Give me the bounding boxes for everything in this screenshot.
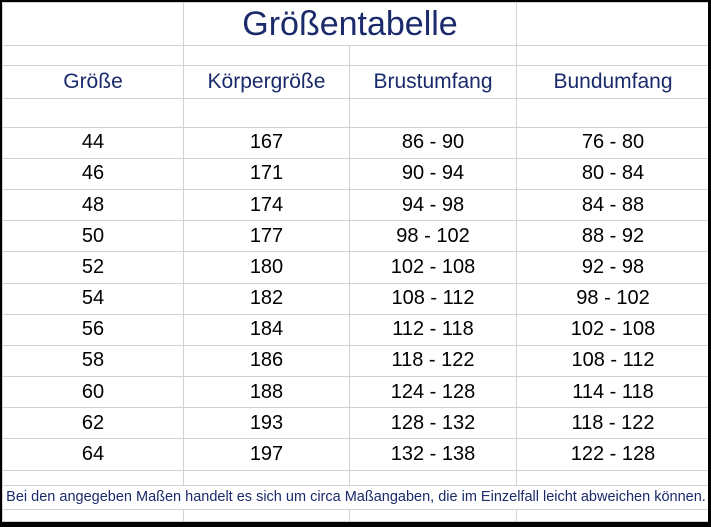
spacer-row <box>2 45 708 67</box>
cell-brustumfang: 86 - 90 <box>349 126 517 159</box>
footer-note: Bei den angegeben Maßen handelt es sich … <box>2 484 708 510</box>
header-row: Größe Körpergröße Brustumfang Bundumfang <box>2 65 708 99</box>
cell-groesse: 56 <box>2 313 184 346</box>
cell-koerpergroesse: 188 <box>183 376 350 409</box>
cell-koerpergroesse: 174 <box>183 189 350 222</box>
cell-groesse: 64 <box>2 438 184 471</box>
empty-cell <box>349 469 517 486</box>
empty-cell <box>516 45 708 67</box>
cell-bundumfang: 98 - 102 <box>516 282 708 315</box>
table-row: 62 193 128 - 132 118 - 122 <box>2 407 708 440</box>
cell-groesse: 58 <box>2 344 184 378</box>
spacer-row <box>2 97 708 128</box>
cell-groesse: 54 <box>2 282 184 315</box>
cell-groesse: 50 <box>2 220 184 253</box>
cell-groesse: 52 <box>2 251 184 284</box>
cell-brustumfang: 128 - 132 <box>349 407 517 440</box>
table-row: 48 174 94 - 98 84 - 88 <box>2 189 708 222</box>
empty-cell <box>183 469 350 486</box>
empty-cell <box>183 97 350 128</box>
column-header-groesse: Größe <box>2 65 184 99</box>
cell-bundumfang: 118 - 122 <box>516 407 708 440</box>
cell-groesse: 44 <box>2 126 184 159</box>
cell-bundumfang: 108 - 112 <box>516 344 708 378</box>
cell-brustumfang: 98 - 102 <box>349 220 517 253</box>
empty-cell <box>516 469 708 486</box>
cell-brustumfang: 94 - 98 <box>349 189 517 222</box>
cell-koerpergroesse: 197 <box>183 438 350 471</box>
title-row: Größentabelle <box>2 2 708 47</box>
cell-brustumfang: 90 - 94 <box>349 157 517 191</box>
cell-groesse: 48 <box>2 189 184 222</box>
cell-groesse: 60 <box>2 376 184 409</box>
table-row: 46 171 90 - 94 80 - 84 <box>2 157 708 191</box>
column-header-koerpergroesse: Körpergröße <box>183 65 350 99</box>
table-row: 64 197 132 - 138 122 - 128 <box>2 438 708 471</box>
cell-koerpergroesse: 177 <box>183 220 350 253</box>
empty-cell <box>349 508 517 522</box>
cell-bundumfang: 122 - 128 <box>516 438 708 471</box>
spacer-row <box>2 508 708 522</box>
empty-cell <box>349 97 517 128</box>
cell-bundumfang: 114 - 118 <box>516 376 708 409</box>
empty-cell <box>183 508 350 522</box>
empty-cell <box>2 469 184 486</box>
empty-cell <box>2 97 184 128</box>
table-row: 58 186 118 - 122 108 - 112 <box>2 344 708 378</box>
empty-cell <box>2 508 184 522</box>
empty-cell <box>516 97 708 128</box>
cell-bundumfang: 76 - 80 <box>516 126 708 159</box>
cell-brustumfang: 112 - 118 <box>349 313 517 346</box>
table-row: 54 182 108 - 112 98 - 102 <box>2 282 708 315</box>
spacer-row <box>2 469 708 486</box>
cell-brustumfang: 118 - 122 <box>349 344 517 378</box>
table-row: 60 188 124 - 128 114 - 118 <box>2 376 708 409</box>
empty-cell <box>2 45 184 67</box>
empty-cell <box>183 45 350 67</box>
page-title: Größentabelle <box>183 2 517 47</box>
cell-bundumfang: 80 - 84 <box>516 157 708 191</box>
cell-groesse: 62 <box>2 407 184 440</box>
cell-groesse: 46 <box>2 157 184 191</box>
cell-koerpergroesse: 180 <box>183 251 350 284</box>
cell-brustumfang: 102 - 108 <box>349 251 517 284</box>
cell-koerpergroesse: 167 <box>183 126 350 159</box>
empty-cell <box>349 45 517 67</box>
cell-koerpergroesse: 193 <box>183 407 350 440</box>
footer-row: Bei den angegeben Maßen handelt es sich … <box>2 484 708 510</box>
cell-bundumfang: 88 - 92 <box>516 220 708 253</box>
column-header-bundumfang: Bundumfang <box>516 65 708 99</box>
cell-koerpergroesse: 186 <box>183 344 350 378</box>
cell-koerpergroesse: 171 <box>183 157 350 191</box>
empty-cell <box>2 2 184 47</box>
cell-bundumfang: 92 - 98 <box>516 251 708 284</box>
table-row: 50 177 98 - 102 88 - 92 <box>2 220 708 253</box>
empty-cell <box>516 508 708 522</box>
cell-koerpergroesse: 184 <box>183 313 350 346</box>
cell-brustumfang: 124 - 128 <box>349 376 517 409</box>
table-row: 52 180 102 - 108 92 - 98 <box>2 251 708 284</box>
cell-bundumfang: 84 - 88 <box>516 189 708 222</box>
table-row: 44 167 86 - 90 76 - 80 <box>2 126 708 159</box>
empty-cell <box>516 2 708 47</box>
cell-koerpergroesse: 182 <box>183 282 350 315</box>
cell-brustumfang: 108 - 112 <box>349 282 517 315</box>
cell-bundumfang: 102 - 108 <box>516 313 708 346</box>
column-header-brustumfang: Brustumfang <box>349 65 517 99</box>
cell-brustumfang: 132 - 138 <box>349 438 517 471</box>
table-row: 56 184 112 - 118 102 - 108 <box>2 313 708 346</box>
